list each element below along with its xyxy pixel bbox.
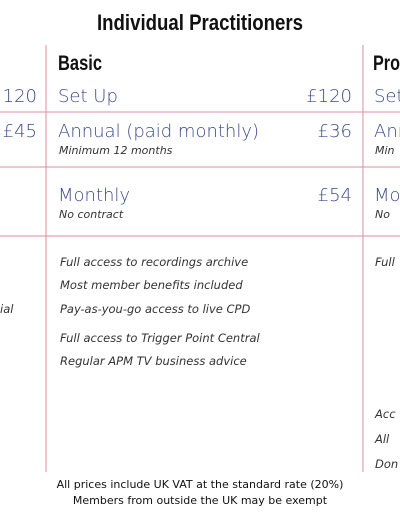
feature: Regular APM TV business advice: [60, 354, 247, 368]
price: £120: [306, 86, 352, 107]
row-label: Mo: [374, 185, 400, 206]
feature: ial: [0, 302, 14, 316]
feature: Full: [375, 255, 396, 269]
footer-note: Members from outside the UK may be exemp…: [73, 494, 328, 507]
row-note: Minimum 12 months: [59, 144, 173, 157]
row-note: Min: [375, 144, 395, 157]
feature: Most member benefits included: [60, 278, 243, 292]
row-note: No: [375, 208, 390, 221]
plan-name: Pro: [373, 52, 400, 75]
row-note: No contract: [59, 208, 124, 221]
feature: Pay-as-you-go access to live CPD: [60, 302, 250, 316]
row-label: Set: [374, 86, 400, 107]
row-label: Monthly: [58, 185, 130, 206]
feature: Full access to recordings archive: [60, 255, 248, 269]
row-label: Set Up: [58, 86, 118, 107]
price: £36: [318, 121, 352, 142]
row-label: Ann: [374, 121, 400, 142]
footer-note: All prices include UK VAT at the standar…: [57, 478, 344, 491]
feature: Full access to Trigger Point Central: [60, 331, 260, 345]
price: 120: [3, 86, 37, 107]
feature: Acc: [374, 407, 396, 421]
feature: All: [374, 432, 390, 446]
row-label: Annual (paid monthly): [58, 121, 259, 142]
plan-name: Basic: [58, 52, 102, 75]
price: £54: [318, 185, 352, 206]
title: Individual Practitioners: [97, 10, 303, 35]
price: £45: [3, 121, 37, 142]
feature: Don: [375, 457, 398, 471]
